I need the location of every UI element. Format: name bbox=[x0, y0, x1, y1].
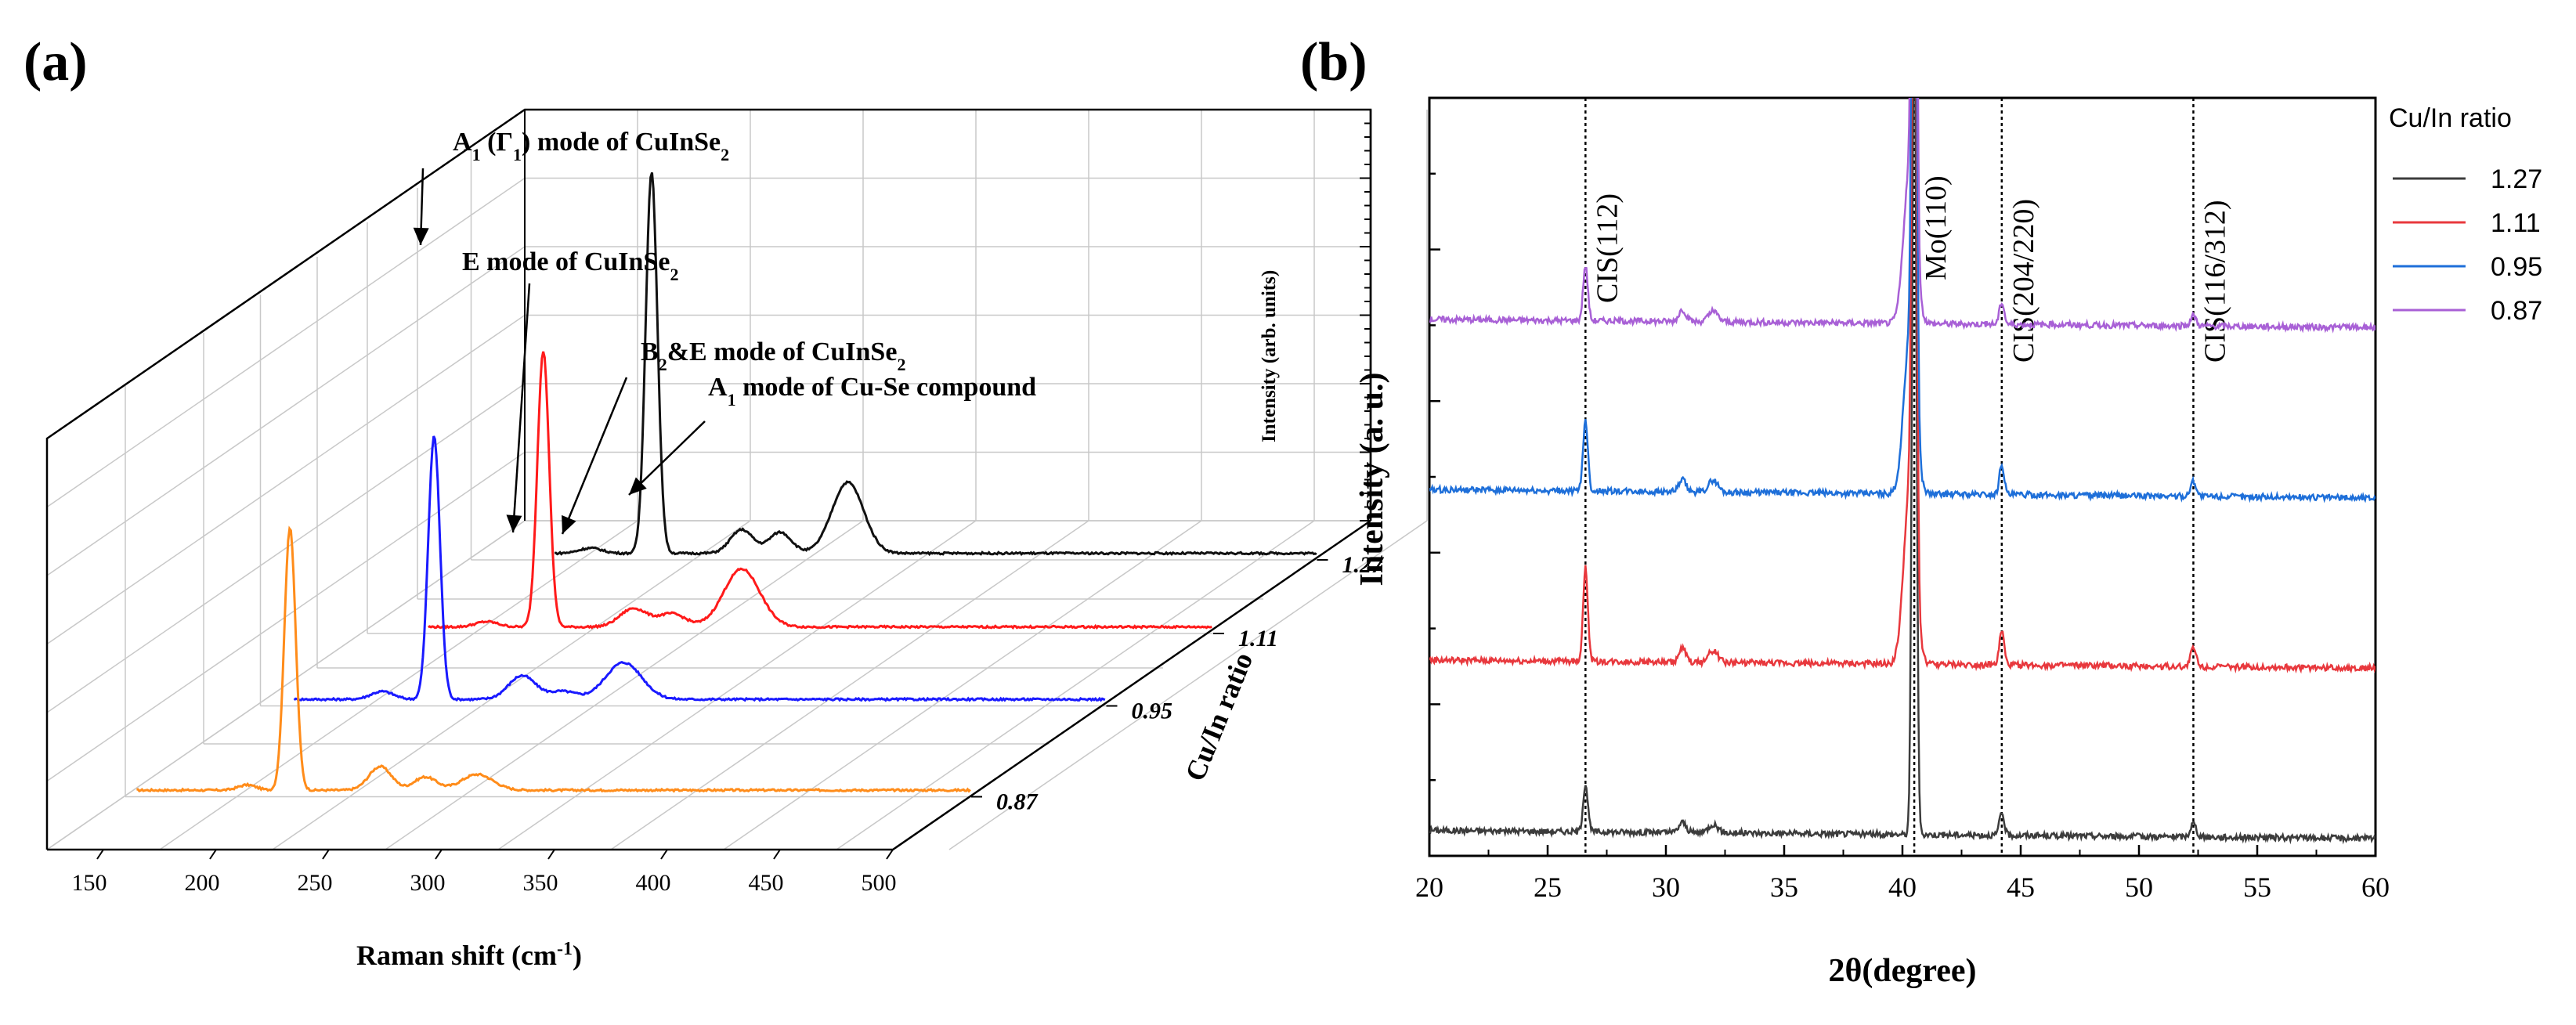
raman-trace-0.87 bbox=[136, 525, 971, 793]
xrd-y-ticks bbox=[1429, 96, 1440, 857]
raman-annotation-arrowhead bbox=[629, 477, 647, 495]
raman-traces bbox=[136, 171, 1317, 793]
xrd-reference-label: CIS(116/312) bbox=[2198, 200, 2231, 363]
raman-annotation-arrowhead bbox=[413, 227, 429, 245]
raman-x-tick bbox=[660, 849, 668, 860]
xrd-legend-label: 1.27 bbox=[2491, 164, 2542, 194]
xrd-x-tick-label: 45 bbox=[2007, 872, 2035, 903]
raman-annotation-arrowhead bbox=[506, 514, 522, 532]
xrd-reference-lines: CIS(112) Mo(110) CIS(204/220) CIS(116/312) bbox=[1584, 98, 2231, 856]
raman-floor-edge bbox=[47, 519, 1371, 851]
panel-a-label: (a) bbox=[23, 32, 88, 92]
raman-annotation-arrow bbox=[561, 377, 628, 535]
xrd-trace-0.95 bbox=[1429, 98, 2375, 503]
xrd-legend-title: Cu/In ratio bbox=[2389, 103, 2512, 133]
raman-floor-gridline bbox=[159, 520, 638, 850]
raman-series-label: 0.87 bbox=[996, 789, 1039, 815]
xrd-x-tick-label: 40 bbox=[1888, 872, 1917, 903]
raman-trace-1.11 bbox=[428, 351, 1212, 630]
raman-annotation: A1 (Γ1) mode of CuInSe2 bbox=[453, 128, 729, 164]
xrd-traces bbox=[1429, 98, 2375, 845]
raman-sidewall-gridline bbox=[46, 246, 526, 576]
raman-sidewall-gridline bbox=[46, 177, 526, 508]
raman-x-ticks: 150 200 250 300 350 400 450 500 bbox=[72, 849, 897, 896]
raman-annotation: E mode of CuInSe2 bbox=[462, 247, 678, 284]
raman-series-label: 1.27 bbox=[1342, 552, 1385, 578]
raman-x-tick-label: 500 bbox=[862, 870, 897, 896]
raman-floor-gridline bbox=[385, 520, 864, 850]
xrd-x-tick-label: 60 bbox=[2361, 872, 2390, 903]
xrd-reference-label: CIS(204/220) bbox=[2007, 199, 2040, 363]
raman-z-ticks bbox=[1360, 109, 1371, 522]
xrd-legend-label: 0.87 bbox=[2491, 296, 2542, 326]
xrd-y-axis-label: Intensity (a. u.) bbox=[1354, 372, 1390, 586]
xrd-chart: CIS(112) Mo(110) CIS(204/220) CIS(116/312) … bbox=[1354, 96, 2542, 989]
raman-annotations: A1 (Γ1) mode of CuInSe2 E mode of CuInSe2… bbox=[413, 128, 1036, 535]
xrd-x-tick-label: 35 bbox=[1770, 872, 1798, 903]
raman-grid bbox=[46, 109, 1428, 850]
raman-annotation: B2&E mode of CuInSe2 bbox=[641, 337, 905, 374]
panel-b-label: (b) bbox=[1300, 32, 1367, 92]
raman-x-tick-label: 450 bbox=[749, 870, 784, 896]
raman-x-tick-label: 350 bbox=[523, 870, 558, 896]
raman-x-tick bbox=[209, 849, 217, 860]
raman-annotation-arrowhead bbox=[562, 514, 576, 534]
raman-x-tick bbox=[322, 849, 330, 860]
raman-z-axis-label: Intensity (arb. units) bbox=[1259, 270, 1280, 442]
raman-x-tick bbox=[435, 849, 443, 860]
xrd-legend-label: 1.11 bbox=[2491, 208, 2541, 238]
xrd-x-tick-label: 25 bbox=[1534, 872, 1562, 903]
xrd-x-axis-label: 2θ(degree) bbox=[1828, 953, 1976, 989]
raman-x-tick bbox=[773, 849, 781, 860]
raman-x-tick bbox=[96, 849, 104, 860]
raman-x-tick bbox=[547, 849, 555, 860]
raman-sidewall-gridline bbox=[46, 314, 526, 645]
raman-x-tick-label: 400 bbox=[636, 870, 671, 896]
raman-floor-gridline bbox=[497, 520, 977, 850]
raman-x-tick-label: 200 bbox=[185, 870, 220, 896]
raman-x-tick-label: 300 bbox=[410, 870, 446, 896]
raman-annotation: A1 mode of Cu-Se compound bbox=[708, 373, 1036, 410]
xrd-x-tick-label: 55 bbox=[2243, 872, 2271, 903]
raman-x-tick-label: 250 bbox=[298, 870, 333, 896]
xrd-legend: Cu/In ratio 1.27 1.11 0.95 0.87 bbox=[2389, 103, 2542, 326]
xrd-x-tick-label: 50 bbox=[2125, 872, 2153, 903]
raman-floor-gridline bbox=[46, 520, 526, 850]
raman-x-tick-label: 150 bbox=[72, 870, 107, 896]
raman-frame bbox=[45, 108, 1372, 851]
raman-floor-gridline bbox=[723, 520, 1202, 850]
raman-y-axis-label: Cu/In ratio bbox=[1179, 648, 1259, 785]
xrd-plot-frame bbox=[1428, 96, 2377, 857]
raman-floor-gridline bbox=[836, 520, 1315, 850]
raman-series-labels: 0.87 0.95 1.11 1.27 bbox=[971, 552, 1384, 815]
raman-floor-gridline bbox=[610, 520, 1089, 850]
raman-sidewall-gridline bbox=[46, 383, 526, 713]
raman-trace-1.27 bbox=[554, 171, 1317, 557]
xrd-reference-label: CIS(112) bbox=[1591, 193, 1624, 303]
raman-annotation-arrow bbox=[628, 420, 706, 496]
raman-annotation-arrow bbox=[511, 283, 531, 533]
raman-wall-edge bbox=[45, 108, 1372, 850]
raman-x-tick bbox=[886, 849, 894, 860]
xrd-legend-label: 0.95 bbox=[2491, 252, 2542, 282]
xrd-trace-1.27 bbox=[1429, 98, 2375, 845]
raman-x-axis-label: Raman shift (cm-1) bbox=[356, 939, 582, 971]
raman-floor-gridline bbox=[948, 520, 1428, 850]
xrd-x-tick-label: 20 bbox=[1415, 872, 1443, 903]
raman-trace-0.95 bbox=[293, 435, 1106, 702]
xrd-trace-0.87 bbox=[1429, 98, 2375, 334]
xrd-reference-label: Mo(110) bbox=[1920, 175, 1953, 280]
raman-series-label: 0.95 bbox=[1132, 698, 1173, 724]
raman-3d-chart: 150 200 250 300 350 400 450 500 0.87 0.95 1.11 1.2… bbox=[45, 108, 1428, 971]
xrd-x-ticks: 20 25 30 35 40 45 50 55 60 bbox=[1415, 845, 2390, 903]
raman-series-label: 1.11 bbox=[1238, 626, 1278, 651]
xrd-x-tick-label: 30 bbox=[1652, 872, 1680, 903]
xrd-trace-1.11 bbox=[1429, 98, 2375, 674]
raman-floor-gridline bbox=[272, 520, 751, 850]
